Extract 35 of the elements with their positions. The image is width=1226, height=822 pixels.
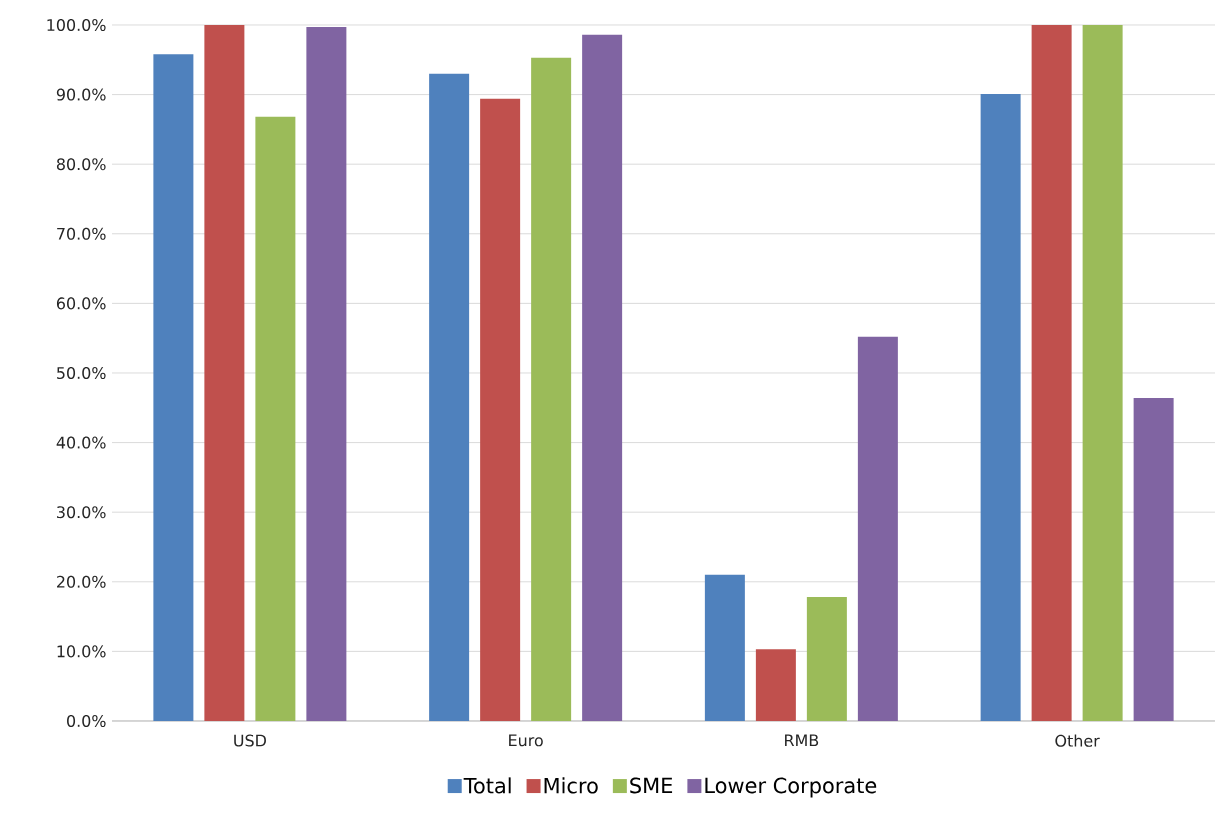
bar [755,649,796,721]
y-tick-label: 90.0% [56,88,106,101]
x-tick-label: RMB [785,734,819,747]
bar [1133,398,1174,721]
y-tick-label: 10.0% [57,645,106,658]
bar [857,336,898,721]
bar [1082,24,1123,721]
bar [429,73,470,721]
legend-label: Total [463,777,511,794]
y-tick-label: 80.0% [56,158,106,171]
y-tick-label: 60.0% [56,297,106,310]
x-tick-label: Euro [509,734,543,747]
bar [204,24,245,721]
y-tick-label: 20.0% [57,575,106,588]
y-tick-label: 30.0% [57,506,106,519]
bar [255,116,296,721]
bar [1031,24,1072,721]
y-tick-label: 70.0% [57,227,106,240]
x-tick-label: Other [1055,734,1100,747]
legend-label: SME [630,777,673,794]
y-tick-label: 100.0% [47,18,106,31]
y-tick-label: 50.0% [57,366,106,379]
bar [806,597,847,721]
bar [531,57,572,721]
bar [480,98,521,721]
bar [153,54,194,721]
legend-label: Lower Corporate [705,777,877,798]
legend-label: Micro [544,777,598,794]
bar [306,27,347,721]
bar [980,93,1021,721]
x-tick-label: USD [234,734,266,747]
bar [582,34,623,721]
y-tick-label: 0.0% [67,714,106,728]
y-tick-label: 40.0% [56,436,106,449]
bar [704,574,745,721]
